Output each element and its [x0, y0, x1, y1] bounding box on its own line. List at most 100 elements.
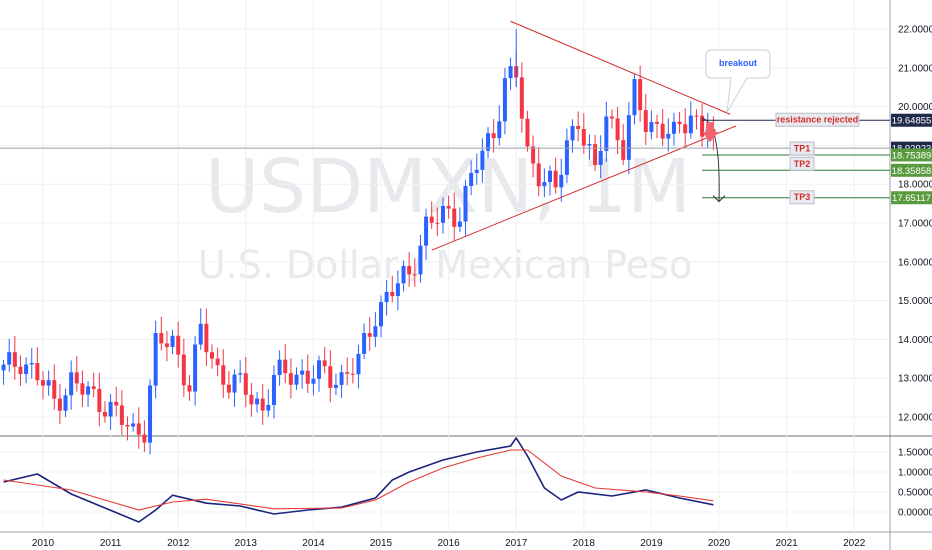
rejection-arrow-icon — [702, 122, 719, 143]
candle-body — [29, 362, 34, 365]
candle — [102, 401, 107, 423]
candle-body — [176, 335, 181, 355]
candle-body — [362, 333, 367, 354]
candle-body — [238, 373, 243, 375]
candle — [694, 109, 699, 130]
candle — [46, 370, 51, 396]
candle — [35, 347, 40, 386]
candle-body — [18, 366, 23, 375]
candle — [356, 344, 361, 389]
candle — [446, 195, 451, 219]
candle — [367, 317, 372, 351]
triangle-lower-line — [431, 125, 737, 251]
x-tick-label: 2014 — [302, 538, 325, 549]
candle — [164, 331, 169, 362]
price-label-bg — [891, 113, 932, 127]
candle-body — [345, 372, 350, 374]
candle-body — [446, 205, 451, 209]
candle — [300, 359, 305, 389]
candle-body — [373, 326, 378, 337]
candle-body — [288, 373, 293, 385]
candle-body — [91, 386, 96, 389]
candle — [114, 386, 119, 417]
candle — [660, 108, 665, 146]
x-tick-label: 2022 — [843, 538, 866, 549]
candle — [587, 134, 592, 160]
candle — [626, 101, 631, 175]
candle — [525, 110, 530, 152]
candle-body — [384, 291, 389, 303]
candle-body — [474, 169, 479, 173]
candle-body — [401, 265, 406, 284]
price-label: 18.35858 — [891, 163, 932, 177]
drawings[interactable]: breakout resistance rejected TP1 TP2 TP3 — [0, 20, 890, 251]
candle-body — [226, 384, 231, 393]
candle-body — [542, 182, 547, 187]
candle — [63, 388, 68, 417]
tp1-tag-box — [789, 141, 815, 156]
projection-arrow — [701, 117, 720, 202]
candle-body — [587, 144, 592, 146]
candle — [457, 207, 462, 233]
candle-body — [367, 333, 372, 337]
candle — [18, 355, 23, 386]
candle — [463, 180, 468, 236]
candle — [97, 372, 102, 427]
candle-body — [452, 208, 457, 227]
candle-body — [480, 150, 485, 170]
candle-body — [1, 364, 6, 371]
candle-body — [643, 110, 648, 132]
candle — [187, 374, 192, 401]
candle — [283, 343, 288, 384]
candle-body — [440, 205, 445, 223]
x-tick-label: 2016 — [437, 538, 460, 549]
oscillator-pane — [3, 436, 714, 523]
candle-body — [333, 384, 338, 388]
candle — [288, 358, 293, 399]
candle-body — [564, 140, 569, 175]
price-axis[interactable]: 12.00000 13.00000 14.00000 15.00000 16.00000… — [898, 25, 932, 424]
oscillator-axis[interactable]: 0.00000 0.50000 1.00000 1.50000 — [898, 448, 932, 519]
candle-body — [204, 323, 209, 353]
candle — [379, 295, 383, 338]
candle — [266, 389, 271, 417]
candle — [57, 384, 62, 425]
candle-body — [317, 360, 322, 379]
candle — [440, 197, 445, 234]
candle-body — [52, 380, 57, 399]
candle-body — [102, 411, 107, 417]
candle — [7, 338, 12, 372]
candle — [604, 101, 609, 162]
candle — [238, 360, 243, 383]
candle — [373, 311, 378, 347]
candle — [74, 356, 79, 392]
candle — [643, 93, 648, 145]
candle — [1, 359, 6, 385]
candle-body — [548, 170, 552, 183]
candle-body — [271, 374, 276, 405]
candle-body — [536, 163, 541, 187]
candle-body — [581, 128, 586, 146]
candle — [243, 356, 248, 408]
candle — [311, 365, 316, 396]
candle-body — [322, 360, 327, 367]
candle-body — [311, 378, 316, 384]
candle-body — [210, 352, 214, 359]
time-axis[interactable]: 2010 2011 2012 2013 2014 2015 2016 2017 2018 2019… — [32, 538, 866, 549]
watermark-name: U.S. Dollar / Mexican Peso — [198, 243, 693, 287]
candle — [305, 354, 310, 393]
candle — [176, 321, 181, 368]
candle — [142, 420, 147, 452]
candle — [553, 157, 558, 194]
y-tick-label: 18.00000 — [898, 180, 932, 191]
candle — [232, 369, 237, 407]
candle-body — [63, 395, 68, 411]
candle — [221, 349, 226, 399]
osc-tick-label: 1.00000 — [898, 468, 932, 479]
candle — [486, 127, 491, 158]
candle-body — [609, 116, 614, 119]
candle-body — [131, 423, 136, 427]
candle-body — [277, 359, 282, 375]
